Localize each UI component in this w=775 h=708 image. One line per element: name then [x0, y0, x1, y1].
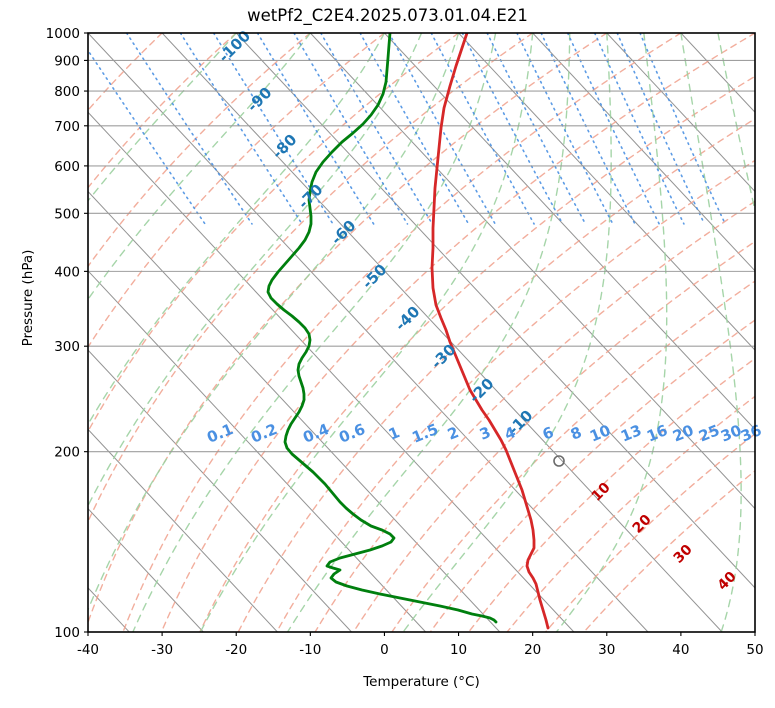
- mixing-ratio-label-4: 1: [386, 423, 402, 444]
- mixing-ratio-label-6: 2: [445, 423, 461, 444]
- dry-adiabat-label-3: 40: [715, 568, 740, 593]
- x-tick-label-0: -40: [77, 642, 99, 658]
- mixing-ratio-label-5: 1.5: [409, 420, 440, 447]
- mixing-ratio-label-7: 3: [477, 423, 493, 444]
- mixing-ratio-label-11: 10: [587, 421, 613, 446]
- x-tick-label-3: -10: [299, 642, 321, 658]
- dry-adiabat-label-0: 10: [589, 479, 614, 504]
- y-tick-label-8: 900: [54, 53, 80, 69]
- x-tick-label-8: 40: [672, 642, 689, 658]
- sounding-curves: [266, 33, 550, 630]
- y-tick-label-3: 400: [54, 264, 80, 280]
- y-tick-label-6: 700: [54, 119, 80, 135]
- y-tick-label-9: 1000: [46, 26, 80, 42]
- mixing-ratio-label-1: 0.2: [248, 420, 279, 447]
- mixing-ratio-label-10: 8: [568, 423, 584, 444]
- x-tick-label-5: 10: [450, 642, 467, 658]
- y-tick-label-1: 200: [54, 445, 80, 461]
- x-tick-label-1: -30: [151, 642, 173, 658]
- isotherm-label-8: -20: [466, 375, 498, 407]
- y-tick-label-7: 800: [54, 84, 80, 100]
- background-thermodynamic-lines: [88, 33, 755, 632]
- y-axis-label: Pressure (hPa): [20, 249, 36, 347]
- mixing-ratio-label-13: 16: [644, 421, 670, 446]
- plot-markers: [553, 455, 565, 467]
- y-tick-label-2: 300: [54, 339, 80, 355]
- x-axis-label: Temperature (°C): [363, 674, 480, 690]
- mixing-ratio-label-17: 36: [738, 421, 764, 446]
- x-tick-label-2: -20: [225, 642, 247, 658]
- isotherm-label-4: -60: [328, 217, 360, 249]
- figure-title: wetPf2_C2E4.2025.073.01.04.E21: [247, 6, 528, 25]
- y-tick-label-4: 500: [54, 206, 80, 222]
- x-tick-label-7: 30: [598, 642, 615, 658]
- isotherm-label-1: -90: [244, 84, 276, 116]
- y-tick-label-5: 600: [54, 159, 80, 175]
- isotherm-label-2: -80: [269, 131, 301, 163]
- dry-adiabat-label-1: 20: [630, 511, 655, 536]
- dew-point-curve: [266, 33, 498, 624]
- lcl-marker: [553, 455, 565, 467]
- y-tick-label-0: 100: [54, 625, 80, 641]
- x-tick-label-9: 50: [746, 642, 763, 658]
- x-tick-label-4: 0: [380, 642, 389, 658]
- temperature-curve: [430, 33, 550, 630]
- x-tick-label-6: 20: [524, 642, 541, 658]
- dry-adiabat-label-2: 30: [671, 541, 696, 566]
- mixing-ratio-label-9: 6: [540, 423, 556, 444]
- isotherm-label-5: -50: [359, 261, 391, 293]
